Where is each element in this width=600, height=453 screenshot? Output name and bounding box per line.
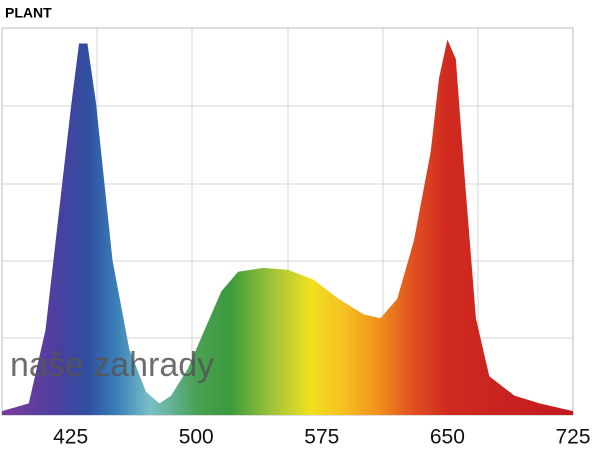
chart-title: PLANT <box>5 5 52 21</box>
spectrum-area <box>2 39 573 415</box>
watermark: naše zahrady <box>10 346 214 384</box>
x-tick-label: 575 <box>304 426 339 449</box>
x-tick-label: 725 <box>555 426 590 449</box>
x-tick-label: 500 <box>179 426 214 449</box>
x-tick-label: 425 <box>53 426 88 449</box>
x-tick-label: 650 <box>430 426 465 449</box>
